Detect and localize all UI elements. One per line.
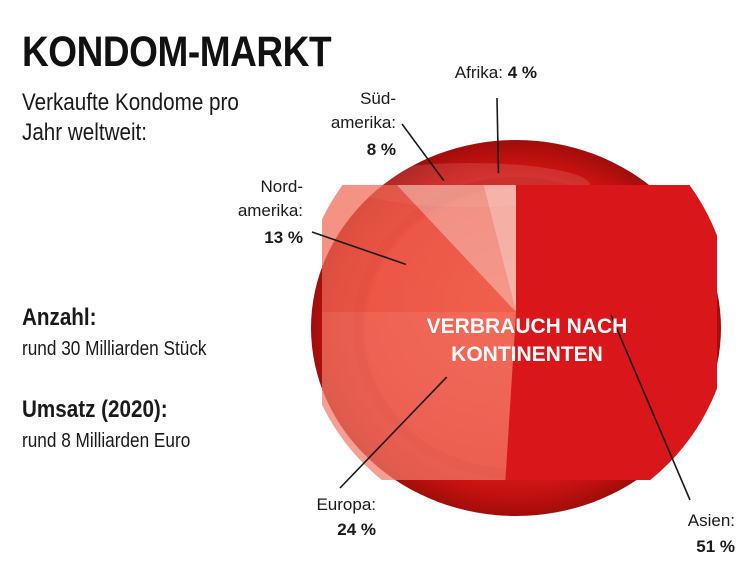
center-title-line2: KONTINENTEN bbox=[451, 343, 603, 366]
pie-slice-afrika bbox=[483, 185, 516, 312]
pie-slice-asien bbox=[505, 185, 717, 480]
leader-line-asien bbox=[610, 314, 691, 501]
subtitle: Verkaufte Kondome pro Jahr weltweit: bbox=[22, 89, 239, 146]
label-afrika: Afrika: 4 % bbox=[455, 63, 537, 82]
label-suedamerika-value: 8 % bbox=[367, 140, 396, 159]
pie-slice-suedamerika bbox=[396, 185, 516, 312]
count-value: rund 30 Milliarden Stück bbox=[22, 338, 207, 360]
revenue-label: Umsatz (2020): bbox=[22, 396, 168, 423]
label-europa-name: Europa: bbox=[316, 495, 376, 514]
pie-slice-nordamerika bbox=[322, 185, 516, 312]
leader-line-europa bbox=[339, 376, 448, 489]
label-nordamerika-name-1: Nord- bbox=[260, 177, 303, 196]
label-afrika-value: 4 % bbox=[508, 63, 537, 82]
leader-line-suedamerika bbox=[401, 123, 445, 182]
pie-slice-europa bbox=[322, 312, 516, 480]
label-europa-value: 24 % bbox=[337, 520, 376, 539]
label-asien-name: Asien: bbox=[688, 511, 735, 530]
center-title-line1: VERBRAUCH NACH bbox=[427, 315, 628, 338]
label-nordamerika-name-2: amerika: bbox=[238, 201, 303, 220]
page-title: KONDOM-MARKT bbox=[22, 28, 332, 76]
leader-line-nordamerika bbox=[311, 231, 407, 266]
count-label: Anzahl: bbox=[22, 304, 97, 331]
label-asien-value: 51 % bbox=[696, 537, 735, 556]
label-suedamerika-name-2: amerika: bbox=[331, 113, 396, 132]
revenue-value: rund 8 Milliarden Euro bbox=[22, 430, 191, 452]
label-nordamerika-value: 13 % bbox=[264, 228, 303, 247]
label-suedamerika-name-1: Süd- bbox=[360, 89, 396, 108]
leader-line-afrika bbox=[496, 97, 500, 174]
label-afrika-name: Afrika: bbox=[455, 63, 508, 82]
